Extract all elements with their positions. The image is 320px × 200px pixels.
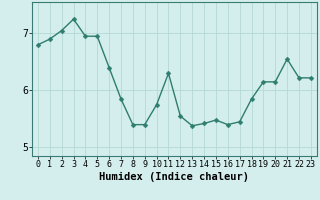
X-axis label: Humidex (Indice chaleur): Humidex (Indice chaleur) [100,172,249,182]
